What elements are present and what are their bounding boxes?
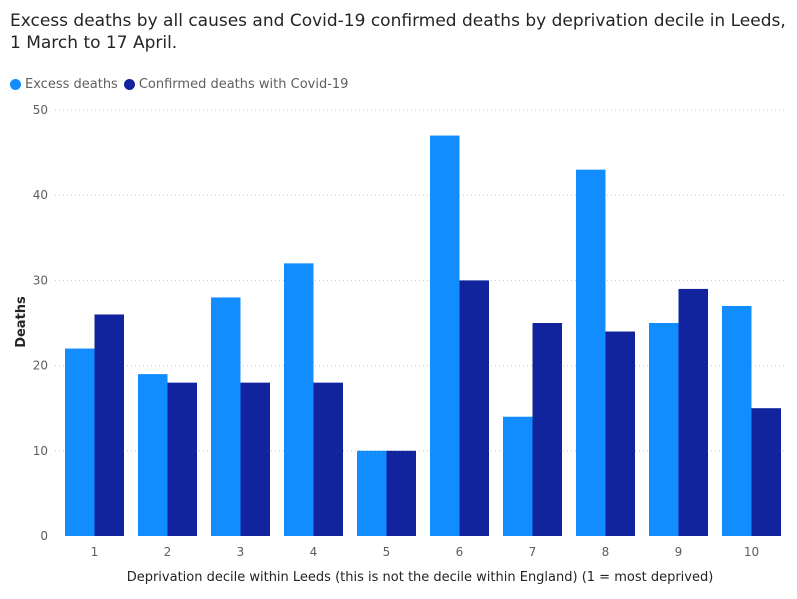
bars <box>65 135 782 536</box>
y-tick-label: 0 <box>40 529 48 543</box>
bar-confirmed-deaths[interactable] <box>678 288 709 536</box>
x-tick-label: 8 <box>602 545 610 559</box>
bar-excess-deaths[interactable] <box>211 297 241 536</box>
x-tick-label: 2 <box>164 545 172 559</box>
bar-excess-deaths[interactable] <box>284 263 314 536</box>
x-tick-label: 9 <box>675 545 683 559</box>
y-tick-label: 50 <box>33 103 48 117</box>
x-tick-label: 3 <box>237 545 245 559</box>
y-tick-label: 10 <box>33 444 48 458</box>
bar-excess-deaths[interactable] <box>138 374 168 536</box>
chart-title: Excess deaths by all causes and Covid-19… <box>10 10 790 54</box>
legend-item-confirmed-deaths[interactable]: Confirmed deaths with Covid-19 <box>123 76 349 92</box>
bar-confirmed-deaths[interactable] <box>605 331 636 536</box>
bar-confirmed-deaths[interactable] <box>386 450 417 536</box>
x-tick-label: 1 <box>91 545 99 559</box>
bar-confirmed-deaths[interactable] <box>459 280 490 536</box>
chart-title-line-1: Excess deaths by all causes and Covid-19… <box>10 11 786 31</box>
bar-confirmed-deaths[interactable] <box>94 314 125 536</box>
bar-excess-deaths[interactable] <box>576 169 606 536</box>
x-tick-label: 6 <box>456 545 464 559</box>
legend-label-confirmed-deaths: Confirmed deaths with Covid-19 <box>138 76 349 92</box>
legend-label-excess-deaths: Excess deaths <box>25 76 118 92</box>
bar-excess-deaths[interactable] <box>649 323 679 536</box>
legend: Excess deaths Confirmed deaths with Covi… <box>10 74 354 94</box>
bar-excess-deaths[interactable] <box>65 348 95 536</box>
y-tick-label: 30 <box>33 273 48 287</box>
bar-excess-deaths[interactable] <box>722 305 752 536</box>
legend-marker-confirmed-deaths <box>123 78 135 90</box>
x-axis-title: Deprivation decile within Leeds (this is… <box>127 570 714 585</box>
x-tick-label: 5 <box>383 545 391 559</box>
bar-excess-deaths[interactable] <box>430 135 460 536</box>
bar-confirmed-deaths[interactable] <box>532 323 563 536</box>
bar-excess-deaths[interactable] <box>503 416 533 536</box>
bar-excess-deaths[interactable] <box>357 450 387 536</box>
x-tick-label: 10 <box>744 545 759 559</box>
bar-confirmed-deaths[interactable] <box>313 382 344 536</box>
legend-marker-excess-deaths <box>10 78 21 90</box>
y-axis-ticks: 0 10 20 30 40 50 <box>33 103 48 543</box>
bar-confirmed-deaths[interactable] <box>167 382 198 536</box>
legend-item-excess-deaths[interactable]: Excess deaths <box>10 77 118 92</box>
y-axis-title: Deaths <box>14 296 29 348</box>
bar-confirmed-deaths[interactable] <box>751 408 782 536</box>
y-tick-label: 40 <box>33 188 48 202</box>
x-tick-label: 7 <box>529 545 537 559</box>
chart-title-line-2: 1 March to 17 April. <box>10 33 178 53</box>
y-tick-label: 20 <box>33 359 48 373</box>
x-tick-label: 4 <box>310 545 318 559</box>
x-axis-ticks: 1 2 3 4 5 6 7 8 9 10 <box>91 545 759 559</box>
bar-confirmed-deaths[interactable] <box>240 382 271 536</box>
